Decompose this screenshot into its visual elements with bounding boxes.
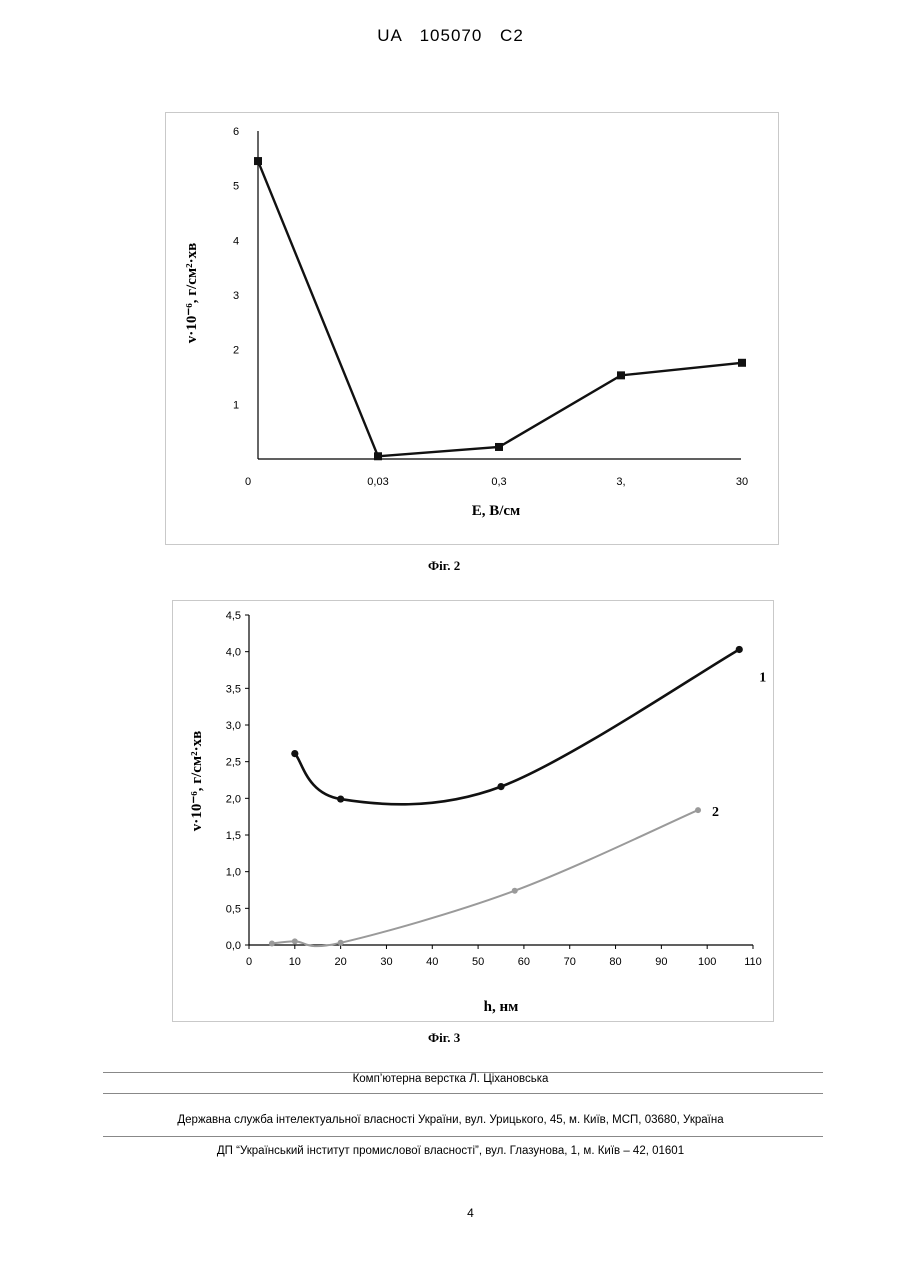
series-2-marker [695,807,701,813]
series-line [258,161,742,456]
x-tick-label: 100 [698,956,716,968]
footer-layout-credit: Комп’ютерна верстка Л. Ціхановська [0,1073,901,1085]
y-axis-title: v·10⁻⁶, г/см²·хв [184,243,200,343]
x-tick-label: 10 [289,956,301,968]
series-2-label: 2 [712,805,719,820]
series-2-marker [512,888,518,894]
x-tick-label: 50 [472,956,484,968]
series-2-marker [338,940,344,946]
x-tick-label: 20 [335,956,347,968]
series-1-label: 1 [759,670,766,685]
figure-3-chart: 0,0 0,5 1,0 1,5 2,0 2,5 3,0 3,5 4,0 4,5 0 10 20 30 40 5… [172,600,774,1022]
y-tick-label: 2 [233,345,239,357]
series-1-marker [291,750,298,757]
y-tick-label: 4,0 [226,647,241,659]
series-2-marker [292,938,298,944]
figure-3-plot: 0,0 0,5 1,0 1,5 2,0 2,5 3,0 3,5 4,0 4,5 0 10 20 30 40 5… [173,601,775,1023]
y-tick-label: 1 [233,399,239,411]
series-1-line [295,649,739,804]
y-tick-label: 2,5 [226,757,241,769]
y-tick-label: 6 [233,126,239,138]
y-tick-label: 5 [233,181,239,193]
figure-2-plot: 1 2 3 4 5 6 0 0,03 0,3 3, 30 E, В/см v·10⁻⁶, г/см²·х… [166,113,780,546]
x-tick-label: 30 [380,956,392,968]
y-tick-label: 3,0 [226,720,241,732]
x-tick-label: 30 [736,476,748,488]
figure-2-chart: 1 2 3 4 5 6 0 0,03 0,3 3, 30 E, В/см v·10⁻⁶, г/см²·х… [165,112,779,545]
x-tick-label: 80 [609,956,621,968]
data-point-marker [617,371,625,379]
y-tick-label: 2,0 [226,793,241,805]
x-tick-label: 70 [564,956,576,968]
footer-divider [103,1136,823,1137]
y-tick-label: 4,5 [226,610,241,622]
y-tick-label: 3,5 [226,683,241,695]
y-tick-label: 4 [233,235,239,247]
data-point-marker [374,452,382,460]
x-axis-title: E, В/см [472,503,521,519]
x-tick-label: 110 [744,956,762,968]
y-tick-label: 3 [233,290,239,302]
x-axis-title: h, нм [484,999,519,1015]
y-tick-label: 1,0 [226,867,241,879]
y-axis-title: v·10⁻⁶, г/см²·хв [189,731,205,831]
footer-publisher: Державна служба інтелектуальної власност… [0,1114,901,1126]
footer-divider [103,1093,823,1094]
x-tick-label: 0,3 [491,476,506,488]
x-tick-label: 40 [426,956,438,968]
figure-3-caption: Фіг. 3 [428,1030,460,1046]
footer-printer: ДП “Український інститут промислової вла… [0,1145,901,1157]
figure-2-caption: Фіг. 2 [428,558,460,574]
data-point-marker [495,443,503,451]
series-2-line [272,810,698,946]
patent-number-header: UA 105070 C2 [0,26,901,46]
data-point-marker [254,157,262,165]
x-tick-label: 90 [655,956,667,968]
page-number: 4 [0,1206,901,1220]
x-tick-label: 0 [245,476,251,488]
x-tick-label: 0,03 [367,476,388,488]
x-tick-label: 60 [518,956,530,968]
x-tick-label: 3, [616,476,625,488]
x-tick-label: 0 [246,956,252,968]
data-point-marker [738,359,746,367]
series-1-marker [337,795,344,802]
series-1-marker [736,646,743,653]
y-tick-label: 1,5 [226,830,241,842]
series-1-marker [497,783,504,790]
y-tick-label: 0,0 [226,940,241,952]
series-2-marker [269,941,275,947]
y-tick-label: 0,5 [226,903,241,915]
